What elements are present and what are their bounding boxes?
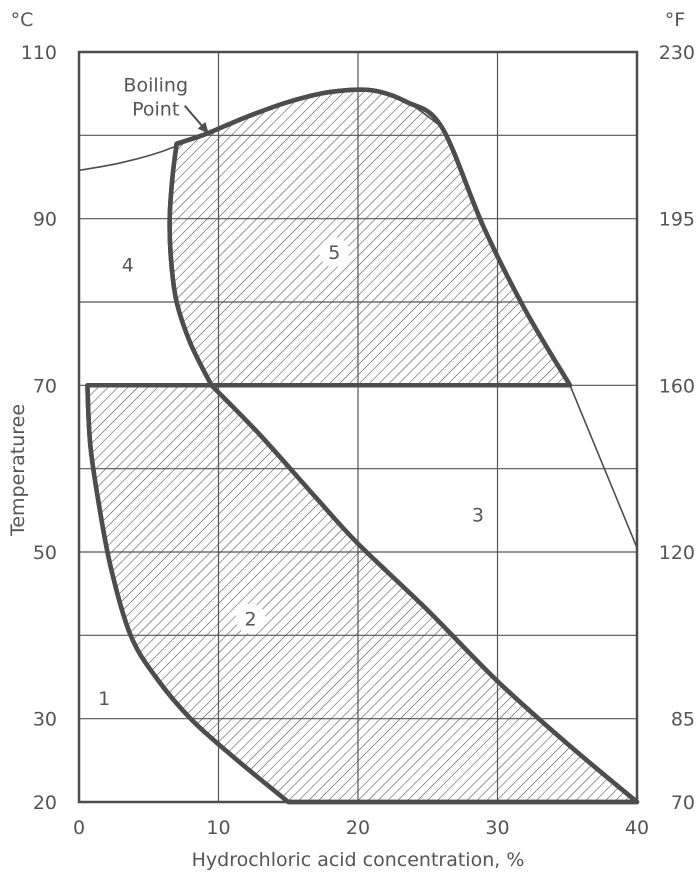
y-tick-label-left: 70 xyxy=(33,375,57,397)
y-tick-label-left: 110 xyxy=(21,42,57,64)
zone-label-5: 5 xyxy=(328,242,340,264)
extension-line xyxy=(569,385,638,549)
unit-fahrenheit: °F xyxy=(665,9,685,31)
y-tick-label-right: 70 xyxy=(671,792,695,814)
zone-5-outline xyxy=(167,87,573,388)
plot-frame xyxy=(77,50,639,804)
x-tick-label: 20 xyxy=(346,817,370,839)
annotation-text: Point xyxy=(132,99,179,121)
y-tick-labels-left: 110 90 70 50 30 20 xyxy=(21,42,57,814)
shaded-zone-5 xyxy=(167,87,573,388)
x-tick-label: 40 xyxy=(625,817,649,839)
shaded-zone-2 xyxy=(85,383,640,805)
unit-celsius: °C xyxy=(11,9,34,31)
x-axis-label: Hydrochloric acid concentration, % xyxy=(192,849,525,871)
grid-lines xyxy=(79,52,637,802)
zone-label-4: 4 xyxy=(122,255,134,277)
y-tick-label-left: 90 xyxy=(33,209,57,231)
y-tick-label-left: 30 xyxy=(33,709,57,731)
x-tick-label: 10 xyxy=(206,817,230,839)
zone-label-bg xyxy=(319,237,350,267)
zone-label-2: 2 xyxy=(245,609,257,631)
y-tick-label-right: 120 xyxy=(659,542,695,564)
y-tick-label-right: 195 xyxy=(659,209,695,231)
zone-label-3: 3 xyxy=(472,505,484,527)
y-tick-label-right: 230 xyxy=(659,42,695,64)
zone-label-bg xyxy=(235,603,266,634)
y-tick-label-right: 160 xyxy=(659,375,695,397)
y-tick-label-right: 85 xyxy=(671,709,695,731)
annotation-arrowhead xyxy=(197,122,209,134)
annotation-text: Boiling xyxy=(123,75,188,97)
y-tick-labels-right: 230 195 160 120 85 70 xyxy=(659,42,695,814)
y-tick-label-left: 20 xyxy=(33,792,57,814)
x-tick-label: 30 xyxy=(485,817,509,839)
zone-labels: 1 2 3 4 5 xyxy=(98,237,484,710)
annotation-bg xyxy=(103,68,204,129)
y-axis-label: Temperaturee xyxy=(7,404,29,537)
x-tick-labels: 0 10 20 30 40 xyxy=(73,817,649,839)
y-tick-label-left: 50 xyxy=(33,542,57,564)
x-tick-label: 0 xyxy=(73,817,85,839)
zone-label-1: 1 xyxy=(98,688,110,710)
